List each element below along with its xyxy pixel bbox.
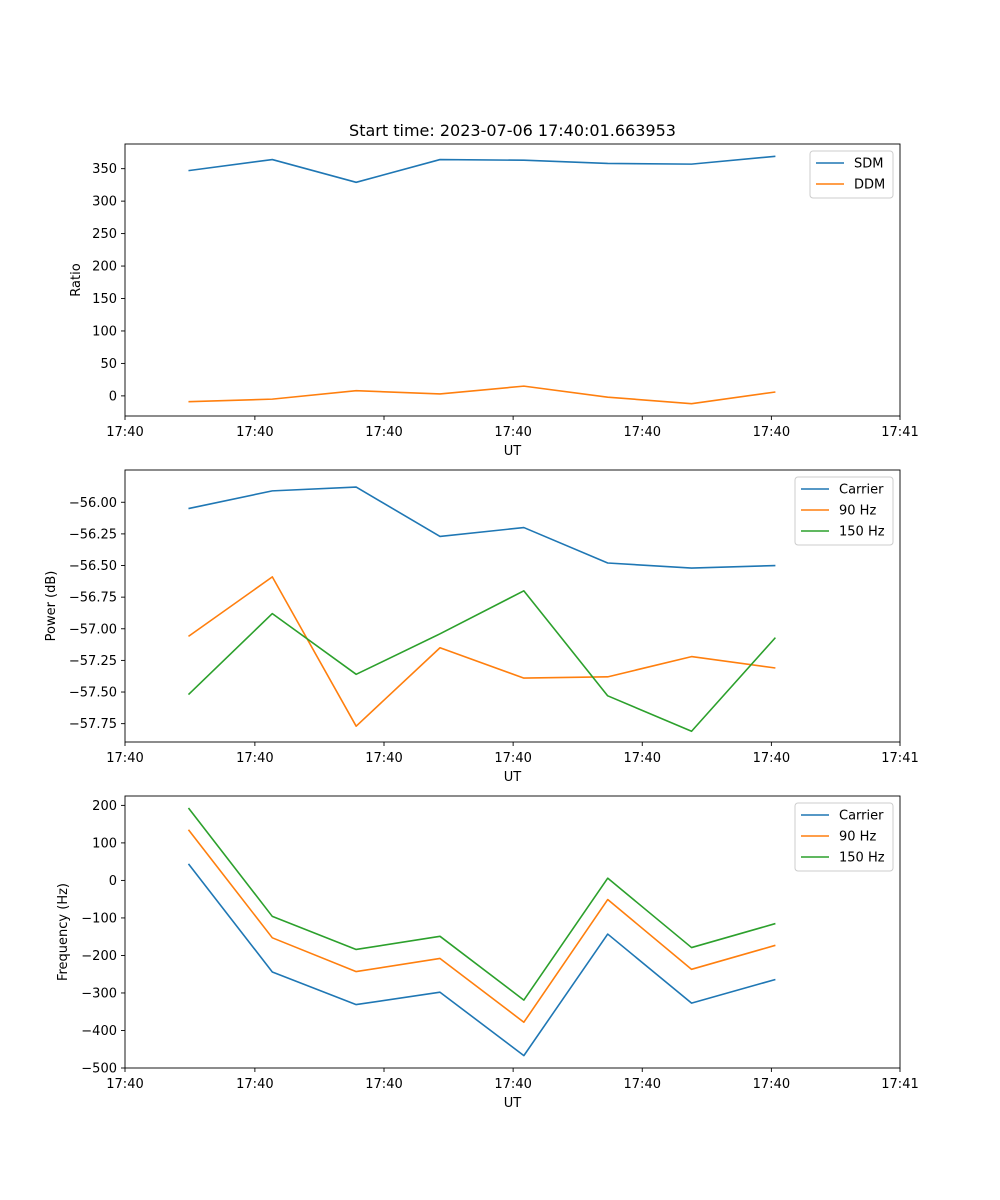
y-axis-label: Frequency (Hz) <box>56 883 71 981</box>
y-tick-label: −200 <box>81 949 117 964</box>
y-tick-label: 350 <box>92 162 117 177</box>
x-tick-label: 17:40 <box>236 1077 273 1092</box>
y-tick-label: 50 <box>100 357 117 372</box>
legend-label: DDM <box>854 178 885 193</box>
y-tick-label: 300 <box>92 195 117 210</box>
figure-title: Start time: 2023-07-06 17:40:01.663953 <box>349 121 676 140</box>
legend-label: SDM <box>854 157 883 172</box>
x-tick-label: 17:41 <box>881 1077 918 1092</box>
x-tick-label: 17:40 <box>753 425 790 440</box>
x-tick-label: 17:40 <box>624 1077 661 1092</box>
y-tick-label: −57.00 <box>69 622 117 637</box>
y-tick-label: 0 <box>109 874 117 889</box>
y-tick-label: −300 <box>81 986 117 1001</box>
legend-label: 90 Hz <box>839 830 876 845</box>
y-tick-label: 100 <box>92 836 117 851</box>
x-tick-label: 17:40 <box>494 425 531 440</box>
y-tick-label: 200 <box>92 799 117 814</box>
x-tick-label: 17:40 <box>624 425 661 440</box>
legend-label: Carrier <box>839 809 884 824</box>
y-tick-label: −57.75 <box>69 717 117 732</box>
x-tick-label: 17:40 <box>624 751 661 766</box>
x-tick-label: 17:40 <box>236 425 273 440</box>
y-tick-label: −57.50 <box>69 686 117 701</box>
x-tick-label: 17:40 <box>106 751 143 766</box>
legend: Carrier 90 Hz 150 Hz <box>795 803 893 871</box>
y-tick-label: −100 <box>81 911 117 926</box>
x-axis-label: UT <box>504 770 522 785</box>
legend: SDM DDM <box>810 151 893 198</box>
x-tick-label: 17:40 <box>236 751 273 766</box>
y-tick-label: 150 <box>92 292 117 307</box>
x-tick-label: 17:40 <box>494 751 531 766</box>
x-tick-label: 17:40 <box>106 1077 143 1092</box>
y-tick-label: 250 <box>92 227 117 242</box>
x-tick-label: 17:40 <box>753 1077 790 1092</box>
y-tick-label: −56.75 <box>69 591 117 606</box>
figure: Start time: 2023-07-06 17:40:01.663953 1… <box>0 0 1000 1200</box>
y-tick-label: −56.25 <box>69 527 117 542</box>
x-tick-label: 17:41 <box>881 751 918 766</box>
y-tick-label: 0 <box>109 389 117 404</box>
y-tick-label: 200 <box>92 260 117 275</box>
y-axis-label: Power (dB) <box>44 571 59 642</box>
y-tick-label: −500 <box>81 1062 117 1077</box>
x-tick-label: 17:40 <box>753 751 790 766</box>
y-axis-label: Ratio <box>69 263 84 296</box>
y-tick-label: −400 <box>81 1024 117 1039</box>
y-tick-label: −57.25 <box>69 654 117 669</box>
x-tick-label: 17:40 <box>106 425 143 440</box>
x-axis-label: UT <box>504 444 522 459</box>
y-tick-label: −56.50 <box>69 559 117 574</box>
x-axis-label: UT <box>504 1096 522 1111</box>
x-tick-label: 17:40 <box>494 1077 531 1092</box>
legend-label: Carrier <box>839 483 884 498</box>
legend-label: 150 Hz <box>839 851 885 866</box>
x-tick-label: 17:41 <box>881 425 918 440</box>
y-tick-label: −56.00 <box>69 496 117 511</box>
legend-label: 150 Hz <box>839 525 885 540</box>
x-tick-label: 17:40 <box>365 751 402 766</box>
x-tick-label: 17:40 <box>365 1077 402 1092</box>
y-tick-label: 100 <box>92 324 117 339</box>
legend-label: 90 Hz <box>839 504 876 519</box>
x-tick-label: 17:40 <box>365 425 402 440</box>
legend: Carrier 90 Hz 150 Hz <box>795 477 893 545</box>
